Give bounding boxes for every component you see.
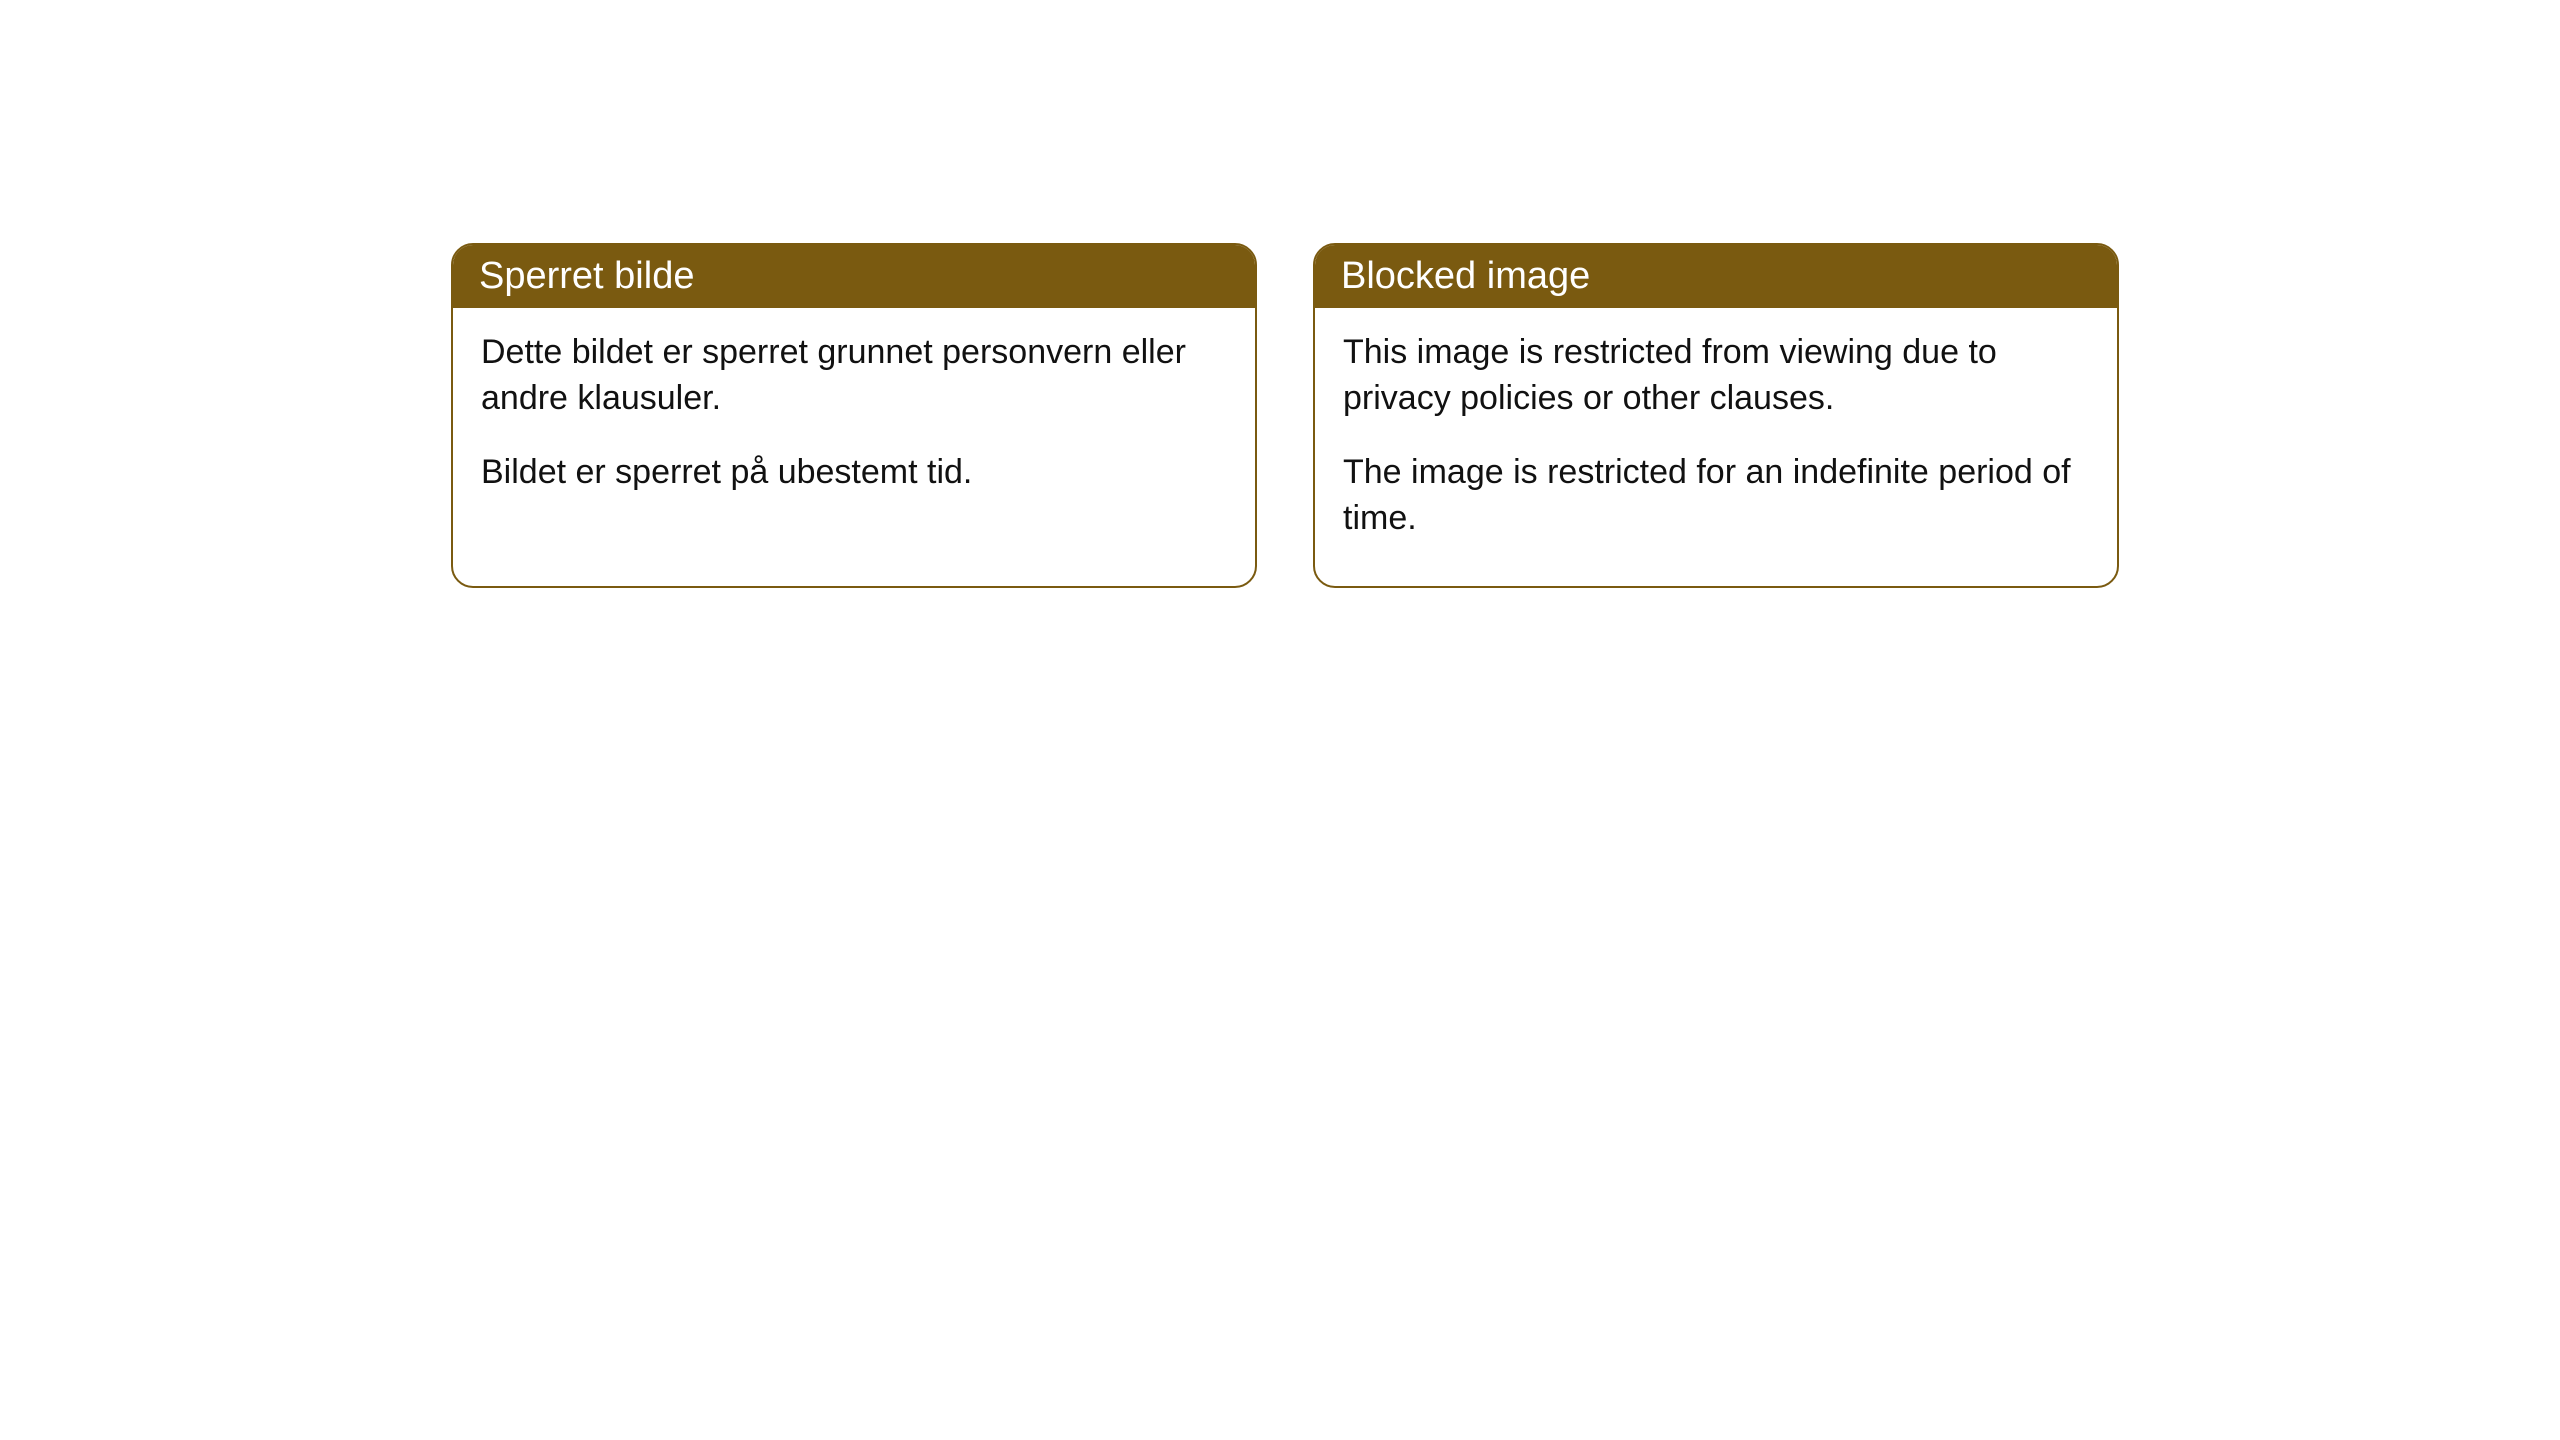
- card-paragraph-2: The image is restricted for an indefinit…: [1343, 450, 2089, 542]
- card-paragraph-1: Dette bildet er sperret grunnet personve…: [481, 330, 1227, 422]
- card-paragraph-1: This image is restricted from viewing du…: [1343, 330, 2089, 422]
- card-header: Blocked image: [1315, 245, 2117, 308]
- card-body: This image is restricted from viewing du…: [1315, 308, 2117, 586]
- notice-cards-container: Sperret bilde Dette bildet er sperret gr…: [451, 243, 2119, 588]
- card-header: Sperret bilde: [453, 245, 1255, 308]
- card-paragraph-2: Bildet er sperret på ubestemt tid.: [481, 450, 1227, 496]
- notice-card-norwegian: Sperret bilde Dette bildet er sperret gr…: [451, 243, 1257, 588]
- card-title: Blocked image: [1341, 255, 1590, 297]
- notice-card-english: Blocked image This image is restricted f…: [1313, 243, 2119, 588]
- card-title: Sperret bilde: [479, 255, 694, 297]
- card-body: Dette bildet er sperret grunnet personve…: [453, 308, 1255, 540]
